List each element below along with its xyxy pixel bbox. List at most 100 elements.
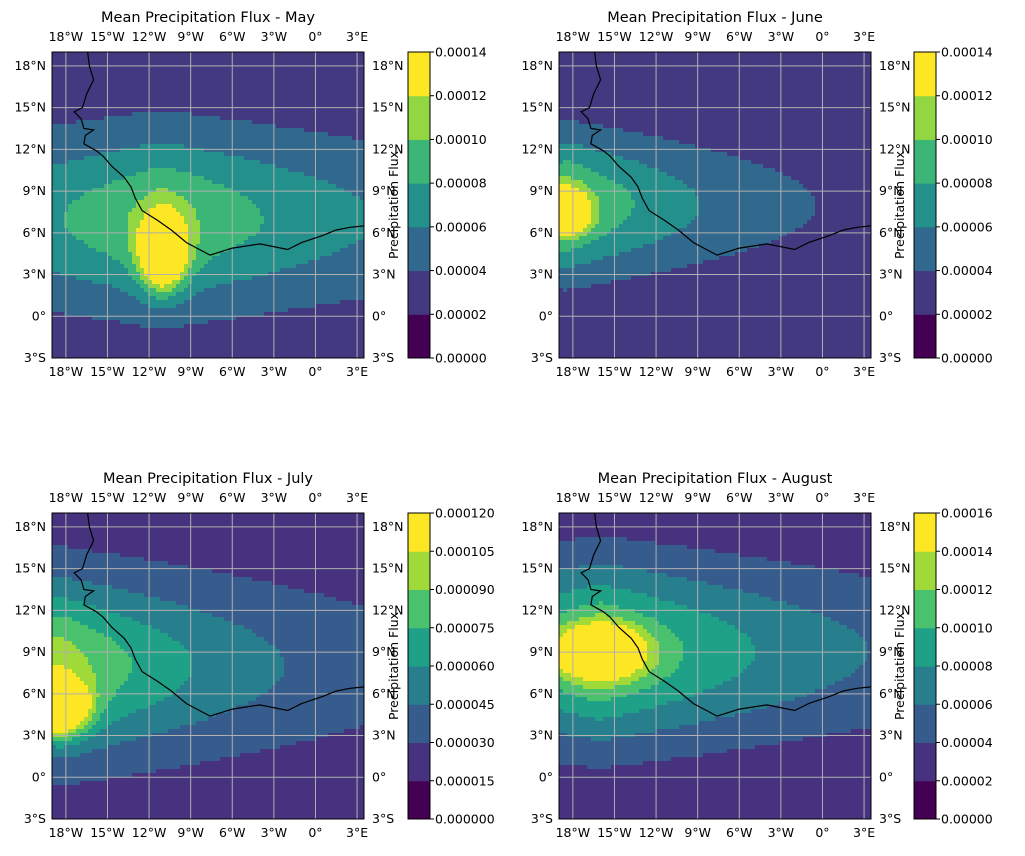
colorbar-swatch bbox=[914, 781, 936, 820]
colorbar-tick-label: 0.000045 bbox=[435, 697, 495, 712]
lat-tick-left: 3°N bbox=[529, 728, 553, 743]
lat-tick-left: 9°N bbox=[529, 183, 553, 198]
colorbar-tick-label: 0.000105 bbox=[435, 544, 495, 559]
colorbar-swatch bbox=[408, 183, 430, 227]
colorbar-swatch bbox=[408, 96, 430, 140]
lon-tick-top: 3°W bbox=[768, 29, 795, 44]
panel-title: Mean Precipitation Flux - May bbox=[101, 10, 315, 26]
colorbar-tick-label: 0.00012 bbox=[435, 88, 487, 103]
lon-tick-top: 3°W bbox=[768, 490, 795, 505]
lon-tick-bottom: 3°E bbox=[853, 364, 875, 379]
colorbar-tick-label: 0.00002 bbox=[435, 307, 487, 322]
lon-tick-top: 3°E bbox=[346, 29, 368, 44]
lat-tick-right: 3°S bbox=[879, 811, 901, 826]
colorbar-swatch bbox=[914, 704, 936, 743]
lon-tick-bottom: 3°E bbox=[853, 825, 875, 840]
lon-tick-bottom: 0° bbox=[815, 825, 829, 840]
lat-tick-right: 3°S bbox=[372, 350, 394, 365]
map-panel-2: Mean Precipitation Flux - June18°W18°W15… bbox=[521, 10, 992, 379]
lon-tick-top: 12°W bbox=[639, 29, 674, 44]
lat-tick-right: 18°N bbox=[879, 58, 911, 73]
colorbar-swatch bbox=[408, 271, 430, 315]
lon-tick-top: 3°W bbox=[261, 29, 288, 44]
lat-tick-left: 0° bbox=[32, 769, 46, 784]
lon-tick-bottom: 0° bbox=[308, 364, 322, 379]
lon-tick-top: 3°E bbox=[853, 29, 875, 44]
colorbar-tick-label: 0.000120 bbox=[435, 506, 495, 521]
colorbar-swatch bbox=[914, 513, 936, 552]
colorbar-tick-label: 0.00010 bbox=[435, 132, 487, 147]
colorbar-label: Precipitation Flux bbox=[386, 612, 401, 720]
colorbar-tick-label: 0.00016 bbox=[941, 506, 993, 521]
lat-tick-right: 0° bbox=[879, 769, 893, 784]
lat-tick-left: 3°N bbox=[22, 728, 46, 743]
colorbar-tick-label: 0.00006 bbox=[435, 219, 487, 234]
colorbar-swatch bbox=[408, 590, 430, 629]
lon-tick-top: 15°W bbox=[90, 490, 125, 505]
lon-tick-top: 15°W bbox=[597, 490, 632, 505]
colorbar-tick-label: 0.00006 bbox=[941, 219, 993, 234]
panel-title: Mean Precipitation Flux - August bbox=[598, 471, 833, 487]
colorbar-tick-label: 0.00004 bbox=[941, 735, 993, 750]
colorbar-tick-label: 0.000060 bbox=[435, 659, 495, 674]
lat-tick-right: 3°N bbox=[879, 267, 903, 282]
colorbar-tick-label: 0.00014 bbox=[941, 544, 993, 559]
lat-tick-right: 0° bbox=[372, 308, 386, 323]
colorbar-label: Precipitation Flux bbox=[892, 612, 907, 720]
colorbar-tick-label: 0.00008 bbox=[435, 176, 487, 191]
lat-tick-left: 6°N bbox=[529, 225, 553, 240]
colorbar-swatch bbox=[914, 139, 936, 183]
colorbar-swatch bbox=[914, 96, 936, 140]
lat-tick-right: 0° bbox=[879, 308, 893, 323]
lon-tick-bottom: 12°W bbox=[639, 825, 674, 840]
colorbar-tick-label: 0.000075 bbox=[435, 620, 495, 635]
colorbar-swatch bbox=[408, 628, 430, 667]
lon-tick-top: 3°E bbox=[853, 490, 875, 505]
lat-tick-right: 3°S bbox=[372, 811, 394, 826]
colorbar-tick-label: 0.00014 bbox=[435, 45, 487, 60]
colorbar-swatch bbox=[408, 52, 430, 96]
lat-tick-left: 3°N bbox=[529, 267, 553, 282]
colorbar-swatch bbox=[914, 271, 936, 315]
lon-tick-top: 3°W bbox=[261, 490, 288, 505]
lon-tick-bottom: 12°W bbox=[132, 825, 167, 840]
lat-tick-left: 9°N bbox=[22, 644, 46, 659]
colorbar-tick-label: 0.00012 bbox=[941, 88, 993, 103]
lat-tick-left: 12°N bbox=[14, 141, 46, 156]
colorbar-tick-label: 0.00000 bbox=[941, 812, 993, 827]
colorbar-tick-label: 0.000000 bbox=[435, 812, 495, 827]
lon-tick-bottom: 3°W bbox=[768, 364, 795, 379]
lon-tick-top: 12°W bbox=[132, 29, 167, 44]
lon-tick-bottom: 9°W bbox=[684, 364, 711, 379]
colorbar-tick-label: 0.00002 bbox=[941, 307, 993, 322]
precip-field bbox=[559, 52, 872, 361]
colorbar-tick-label: 0.00010 bbox=[941, 620, 993, 635]
colorbar-swatch bbox=[408, 314, 430, 358]
lon-tick-bottom: 3°E bbox=[346, 364, 368, 379]
lon-tick-top: 6°W bbox=[726, 29, 753, 44]
lat-tick-left: 18°N bbox=[521, 58, 553, 73]
colorbar-swatch bbox=[914, 590, 936, 629]
lon-tick-top: 12°W bbox=[132, 490, 167, 505]
lat-tick-right: 15°N bbox=[372, 100, 404, 115]
colorbar-swatch bbox=[408, 139, 430, 183]
lat-tick-left: 3°N bbox=[22, 267, 46, 282]
lat-tick-right: 3°N bbox=[879, 728, 903, 743]
colorbar-swatch bbox=[914, 628, 936, 667]
lat-tick-left: 3°S bbox=[531, 350, 553, 365]
lat-tick-right: 15°N bbox=[879, 100, 911, 115]
colorbar-tick-label: 0.00012 bbox=[941, 582, 993, 597]
lat-tick-left: 0° bbox=[539, 769, 553, 784]
lon-tick-top: 0° bbox=[308, 29, 322, 44]
lat-tick-left: 6°N bbox=[22, 686, 46, 701]
lon-tick-bottom: 6°W bbox=[726, 825, 753, 840]
lon-tick-bottom: 18°W bbox=[556, 825, 591, 840]
colorbar: 0.000000.000020.000040.000060.000080.000… bbox=[386, 45, 487, 366]
lon-tick-bottom: 6°W bbox=[219, 364, 246, 379]
lat-tick-left: 15°N bbox=[14, 561, 46, 576]
colorbar-tick-label: 0.00010 bbox=[941, 132, 993, 147]
lon-tick-bottom: 3°W bbox=[768, 825, 795, 840]
precip-field bbox=[559, 513, 872, 822]
colorbar: 0.000000.000020.000040.000060.000080.000… bbox=[892, 506, 993, 827]
